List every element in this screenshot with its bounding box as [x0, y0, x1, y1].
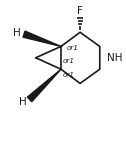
Polygon shape — [27, 69, 61, 102]
Text: H: H — [19, 97, 27, 107]
Text: or1: or1 — [63, 59, 75, 64]
Polygon shape — [23, 31, 61, 46]
Text: H: H — [13, 28, 21, 38]
Text: F: F — [77, 6, 83, 16]
Text: NH: NH — [107, 53, 123, 63]
Text: or1: or1 — [63, 72, 75, 78]
Text: or1: or1 — [67, 45, 79, 51]
